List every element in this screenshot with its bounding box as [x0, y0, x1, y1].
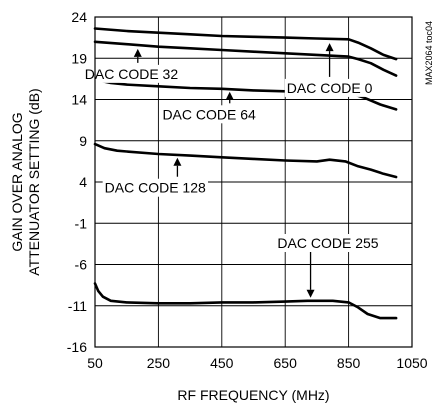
y-tick-label: 9: [79, 133, 87, 149]
arrow-head-icon: [325, 43, 334, 52]
y-tick-label: 19: [71, 50, 87, 66]
x-tick-label: 450: [210, 355, 234, 371]
y-tick-label: -6: [75, 257, 88, 273]
plot-frame: [94, 16, 413, 348]
x-tick-label: 850: [337, 355, 361, 371]
x-axis-title: RF FREQUENCY (MHz): [177, 387, 329, 403]
x-tick-label: 250: [147, 355, 171, 371]
series-line: [93, 282, 398, 320]
arrow-head-icon: [225, 91, 234, 100]
arrow-head-icon: [306, 289, 315, 298]
y-axis-title-line1: GAIN OVER ANALOG: [9, 112, 25, 251]
series-line: [93, 40, 398, 77]
series-line: [93, 78, 398, 111]
arrow-head-icon: [173, 157, 182, 166]
series-label: DAC CODE 32: [85, 66, 179, 82]
series-label-background: [275, 234, 381, 252]
series-label: DAC CODE 128: [105, 180, 206, 196]
y-tick-label: -1: [75, 215, 88, 231]
y-tick-label: 14: [71, 92, 87, 108]
annotations: DAC CODE 32 DAC CODE 64 DAC CODE 0 DAC CODE…: [82, 43, 381, 298]
y-tick-label: 24: [71, 9, 87, 25]
y-tick-label: 4: [79, 174, 87, 190]
x-tick-label: 650: [274, 355, 298, 371]
series-line: [93, 27, 398, 61]
arrow-head-icon: [133, 48, 142, 57]
series-label-background: [102, 178, 209, 197]
x-tick-label: 1050: [396, 355, 427, 371]
y-tick-label: -11: [68, 298, 87, 314]
y-axis-title-line2: ATTENUATOR SETTING (dB): [26, 88, 42, 275]
tick-labels: 50 250 450 650 850 1050 24 19 14 9 4 -1 -6 -11 -16: [67, 9, 428, 371]
series-label-background: [284, 78, 375, 97]
series-curves: [93, 27, 398, 320]
series-line: [93, 142, 398, 179]
y-tick-label: -16: [67, 339, 87, 355]
series-label: DAC CODE 64: [162, 106, 256, 122]
series-label-background: [160, 105, 259, 124]
series-label-background: [82, 64, 181, 83]
figure-id-label: MAX2064 toc04: [424, 21, 434, 85]
x-tick-label: 50: [87, 355, 103, 371]
series-label: DAC CODE 0: [287, 80, 373, 96]
grid-lines: [95, 17, 412, 347]
series-label: DAC CODE 255: [277, 235, 378, 251]
